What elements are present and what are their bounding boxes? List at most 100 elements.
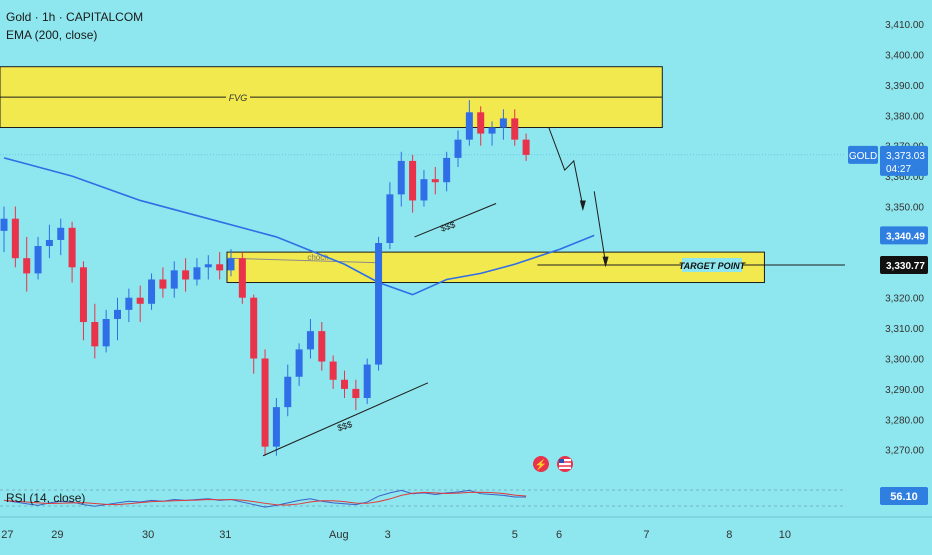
candle-body	[159, 279, 167, 289]
y-tick-label: 3,350.00	[885, 203, 924, 214]
projection-arrowhead-2	[602, 256, 609, 268]
candle	[409, 154, 417, 213]
x-tick-label: 5	[512, 529, 518, 541]
candle	[318, 322, 326, 371]
candle-body	[204, 264, 212, 268]
candle	[216, 252, 224, 280]
candle-body	[216, 264, 224, 271]
candle	[11, 206, 19, 268]
candle-body	[477, 112, 485, 134]
candle-body	[227, 258, 235, 271]
liquidity-trendline-1	[262, 382, 429, 457]
candle-body	[79, 267, 87, 323]
candle-body	[114, 309, 121, 319]
x-tick-label: 27	[1, 529, 13, 541]
us-flag-stripes	[559, 459, 571, 469]
candle-body	[511, 118, 519, 140]
candle	[0, 206, 8, 253]
candle	[443, 151, 451, 192]
candle-body	[397, 160, 405, 195]
candle	[363, 358, 371, 405]
rsi-ma-line	[3, 491, 527, 506]
candle-body	[306, 331, 314, 350]
candle	[159, 267, 167, 298]
candle	[431, 167, 439, 195]
x-tick-label: 8	[726, 529, 732, 541]
candle-body	[102, 318, 110, 347]
candle-body	[443, 157, 451, 183]
candle	[488, 121, 496, 146]
candle	[465, 100, 473, 146]
candle	[57, 218, 65, 256]
candle-body	[261, 358, 269, 447]
candle	[397, 151, 405, 207]
candle	[170, 261, 178, 298]
candle-body	[295, 349, 303, 377]
candle-body	[125, 297, 133, 310]
candle	[306, 318, 314, 359]
y-tick-label: 3,290.00	[885, 385, 924, 396]
countdown-text: 04:27	[886, 164, 911, 175]
candle-body	[499, 118, 507, 128]
x-tick-label: 31	[219, 529, 231, 541]
x-tick-label: 6	[556, 529, 562, 541]
candle-body	[375, 243, 383, 365]
x-tick-label: 29	[51, 529, 63, 541]
candle	[284, 364, 292, 417]
candle-body	[363, 364, 371, 399]
candle	[34, 236, 42, 280]
candle	[148, 273, 156, 310]
candle	[182, 258, 190, 292]
candle	[227, 249, 235, 277]
candle	[238, 252, 246, 304]
symbol-badge-text: GOLD	[849, 151, 877, 162]
y-tick-label: 3,270.00	[885, 446, 924, 457]
candle-body	[409, 160, 417, 201]
x-tick-label: 7	[643, 529, 649, 541]
candle-body	[488, 127, 496, 134]
candle	[114, 297, 121, 341]
candle	[204, 255, 212, 280]
candle-body	[318, 331, 326, 362]
ema-value-text: 3,340.49	[886, 231, 925, 242]
candle	[295, 343, 303, 386]
current-price-badge	[880, 145, 928, 176]
liquidity-label-2: $$$	[439, 219, 456, 233]
candle-body	[386, 194, 394, 243]
candle-body	[341, 379, 348, 389]
candle	[352, 379, 360, 411]
candle	[23, 236, 31, 292]
candle	[522, 133, 530, 161]
indicator-label: EMA (200, close)	[6, 28, 98, 42]
candle	[250, 294, 258, 374]
y-tick-label: 3,360.00	[885, 172, 924, 183]
candle	[102, 309, 110, 353]
projection-arrowhead-1	[579, 200, 586, 212]
y-tick-label: 3,300.00	[885, 355, 924, 366]
chart-symbol-title: Gold · 1h · CAPITALCOM	[6, 10, 144, 24]
candle	[499, 109, 507, 140]
target-value-text: 3,330.77	[886, 261, 925, 272]
candle	[91, 303, 99, 359]
ema-value-badge	[880, 226, 928, 245]
y-tick-label: 3,410.00	[885, 20, 924, 31]
candle-body	[148, 279, 156, 304]
current-price-text: 3,373.03	[886, 151, 925, 162]
y-axis-bg	[845, 0, 932, 550]
candle	[68, 221, 76, 283]
candle-body	[136, 297, 144, 304]
lightning-icon: ⚡	[535, 458, 547, 471]
rsi-label: RSI (14, close)	[6, 491, 86, 505]
candle-body	[250, 297, 258, 359]
candle-body	[182, 270, 190, 280]
candle	[420, 170, 428, 207]
y-tick-label: 3,280.00	[885, 415, 924, 426]
candle-body	[431, 179, 439, 183]
rsi-value-badge	[880, 487, 928, 505]
candle-body	[45, 239, 53, 247]
projection-path-1	[548, 127, 584, 207]
target-label: TARGET POINT	[679, 261, 747, 271]
candle-body	[465, 112, 473, 140]
